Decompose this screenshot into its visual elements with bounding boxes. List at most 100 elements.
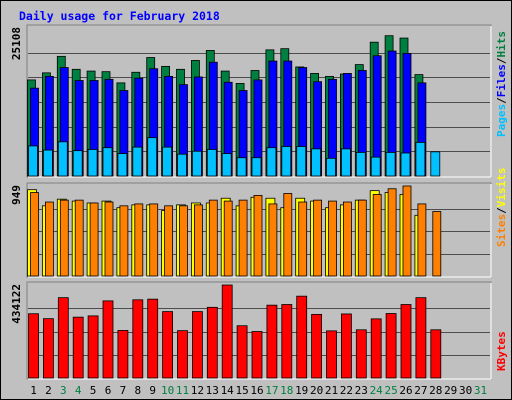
legend-entry: Hits — [495, 31, 508, 58]
chart-title: Daily usage for February 2018 — [19, 9, 220, 23]
bar-sites-day-6 — [104, 201, 114, 277]
bar-sites-day-1 — [30, 192, 39, 277]
bar-pages-day-19 — [296, 146, 307, 177]
bar-pages-day-23 — [355, 152, 366, 177]
bar-sites-day-27 — [417, 203, 427, 277]
bar-pages-day-1 — [28, 145, 38, 177]
panel-sites-legend: Sites/Visits — [495, 168, 508, 248]
bar-pages-day-22 — [340, 148, 351, 177]
bar-kbytes-day-13 — [206, 306, 218, 379]
bar-kbytes-day-17 — [266, 304, 278, 379]
bar-sites-day-8 — [134, 203, 144, 277]
bar-pages-day-3 — [57, 141, 68, 177]
day-label-29: 29 — [444, 384, 457, 397]
bar-pages-day-15 — [236, 157, 247, 177]
bar-kbytes-day-1 — [28, 313, 39, 379]
bar-kbytes-day-4 — [72, 316, 84, 379]
bar-pages-day-9 — [147, 137, 158, 177]
bar-kbytes-day-8 — [132, 299, 144, 379]
bar-pages-day-4 — [72, 150, 83, 177]
day-label-5: 5 — [90, 384, 97, 397]
day-label-4: 4 — [75, 384, 82, 397]
bar-kbytes-day-16 — [251, 331, 263, 379]
bar-sites-day-11 — [179, 205, 188, 277]
legend-entry: KBytes — [495, 331, 508, 371]
day-label-6: 6 — [105, 384, 112, 397]
day-label-22: 22 — [340, 384, 353, 397]
bar-pages-day-17 — [266, 147, 277, 177]
bar-kbytes-day-26 — [400, 304, 412, 379]
bar-sites-day-7 — [119, 205, 129, 277]
legend-entry: Files — [495, 64, 508, 97]
bar-pages-day-27 — [415, 142, 426, 177]
day-label-10: 10 — [161, 384, 174, 397]
bar-kbytes-day-21 — [326, 330, 337, 379]
bar-sites-day-15 — [238, 199, 248, 277]
bar-sites-day-10 — [164, 205, 174, 277]
bar-sites-day-13 — [208, 199, 218, 277]
panel-kbytes-max-label: 434122 — [10, 284, 23, 324]
bar-kbytes-day-2 — [43, 318, 54, 379]
bar-kbytes-day-11 — [177, 330, 188, 379]
bar-sites-day-2 — [45, 201, 54, 277]
day-label-2: 2 — [45, 384, 52, 397]
day-label-21: 21 — [325, 384, 338, 397]
bar-pages-day-21 — [326, 157, 336, 177]
bar-sites-day-22 — [342, 201, 352, 277]
day-axis: 1 2 3 4 5 6 7 8 9 10 11 12 13 14 15 16 17 18 19 20 21 22 23 24 2… — [30, 384, 487, 397]
bar-pages-day-18 — [281, 146, 292, 177]
bar-sites-day-14 — [223, 200, 233, 277]
bar-kbytes-day-23 — [355, 329, 367, 379]
day-label-15: 15 — [235, 384, 248, 397]
bar-sites-day-18 — [283, 193, 293, 277]
bar-kbytes-day-22 — [340, 313, 352, 379]
bar-kbytes-day-14 — [221, 284, 233, 379]
day-label-31: 31 — [474, 384, 487, 397]
panel-kbytes-legend: KBytes — [495, 331, 508, 371]
legend-entry: Visits — [495, 168, 508, 208]
bar-sites-day-26 — [402, 185, 412, 277]
bar-pages-day-24 — [370, 156, 381, 177]
bar-sites-day-16 — [253, 194, 263, 277]
bar-pages-day-20 — [311, 148, 322, 177]
bar-sites-day-17 — [268, 203, 278, 277]
panel-sites-max-label: 949 — [10, 185, 23, 205]
bar-sites-day-9 — [149, 203, 159, 277]
bar-kbytes-day-12 — [191, 311, 203, 379]
legend-entry: / — [495, 97, 508, 104]
legend-entry: / — [495, 57, 508, 64]
bar-sites-day-23 — [357, 199, 367, 277]
bar-pages-day-28 — [430, 151, 441, 177]
bar-pages-day-8 — [132, 146, 143, 177]
bar-pages-day-5 — [87, 149, 98, 177]
day-label-20: 20 — [310, 384, 323, 397]
bar-pages-day-13 — [206, 149, 217, 177]
panel-sites: 949 Sites/Visits — [10, 168, 508, 278]
bar-pages-day-14 — [221, 153, 232, 177]
day-label-12: 12 — [191, 384, 204, 397]
bar-sites-day-12 — [193, 204, 203, 277]
bar-kbytes-day-28 — [430, 329, 442, 379]
chart-panels: 25108Pages/Files/Hits949Sites/Visits4341… — [10, 24, 508, 380]
bar-kbytes-day-25 — [385, 313, 397, 379]
bar-pages-day-10 — [162, 146, 173, 177]
day-label-1: 1 — [30, 384, 37, 397]
day-label-24: 24 — [370, 384, 384, 397]
day-label-16: 16 — [250, 384, 263, 397]
panel-requests-max-label: 25108 — [10, 27, 23, 60]
bar-sites-day-4 — [74, 199, 84, 277]
bar-sites-day-21 — [328, 200, 337, 277]
bar-pages-day-25 — [385, 152, 396, 177]
day-label-3: 3 — [60, 384, 67, 397]
bar-pages-day-7 — [117, 153, 128, 177]
bar-sites-day-5 — [89, 202, 99, 277]
bar-kbytes-day-9 — [147, 298, 159, 379]
bar-sites-day-3 — [59, 199, 69, 277]
day-label-18: 18 — [280, 384, 293, 397]
bar-kbytes-day-15 — [236, 325, 248, 379]
day-label-30: 30 — [459, 384, 472, 397]
day-label-8: 8 — [134, 384, 141, 397]
day-label-28: 28 — [429, 384, 442, 397]
